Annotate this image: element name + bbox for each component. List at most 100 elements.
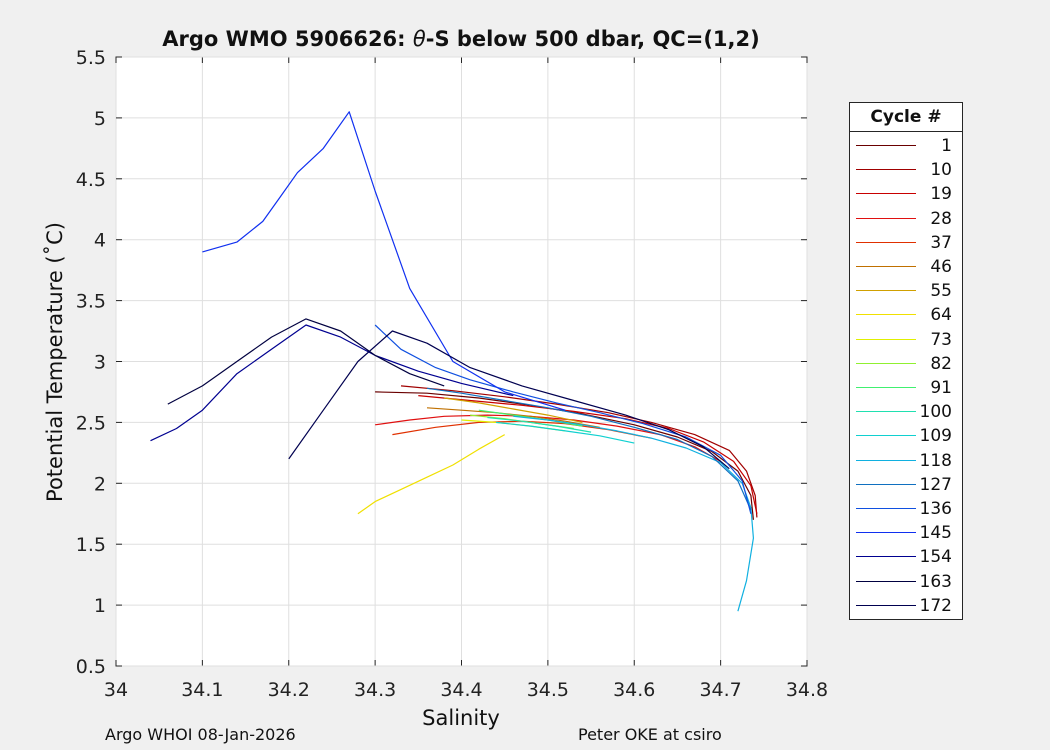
legend-swatch-line [856, 266, 916, 267]
legend-swatch-line [856, 217, 916, 219]
legend-label: 28 [930, 208, 952, 229]
legend-label: 19 [930, 184, 952, 205]
series-line-cycle-109 [495, 421, 635, 444]
legend-label: 82 [930, 353, 952, 374]
footer-left-credit: Argo WHOI 08-Jan-2026 [105, 725, 296, 744]
series-line-cycle-19 [418, 395, 758, 514]
legend-swatch-line [856, 556, 916, 558]
legend-label: 1 [941, 136, 952, 156]
legend-label: 37 [930, 232, 952, 253]
x-tick-label: 34.8 [786, 679, 828, 701]
legend-entry: 73 [850, 328, 962, 352]
legend-swatch-line [856, 193, 916, 195]
grid-lines [115, 56, 808, 667]
legend-label: 127 [919, 474, 952, 495]
legend-swatch-line [856, 387, 916, 388]
x-tick-label: 34.5 [527, 679, 569, 701]
legend-label: 64 [930, 305, 952, 326]
legend-entry: 109 [850, 424, 962, 448]
legend-label: 136 [919, 499, 952, 519]
legend-label: 163 [919, 571, 952, 592]
x-tick-label: 34.1 [181, 679, 223, 701]
series-line-cycle-100 [487, 416, 592, 433]
legend-title: Cycle # [850, 103, 962, 132]
series-line-cycle-172 [288, 330, 730, 470]
legend-swatch-line [856, 532, 916, 534]
y-tick-label: 4 [94, 230, 106, 252]
series-line-cycle-154 [150, 324, 514, 442]
legend-entry: 37 [850, 231, 962, 255]
legend-entry: 28 [850, 207, 962, 231]
title-theta-symbol: θ [413, 27, 426, 51]
legend-entry: 145 [850, 521, 962, 545]
legend-label: 10 [930, 160, 952, 181]
y-tick-label: 3.5 [76, 291, 106, 313]
x-tick-labels: 34 34.1 34.2 34.3 34.4 34.5 34.6 34.7 34.8 [104, 679, 828, 701]
legend-entry: 82 [850, 352, 962, 376]
series-line-cycle-10 [400, 385, 758, 518]
y-tick-label: 5 [94, 108, 106, 130]
legend-label: 172 [919, 595, 952, 616]
x-tick-label: 34.2 [268, 679, 310, 701]
legend-entry: 91 [850, 376, 962, 400]
legend-label: 73 [930, 329, 952, 350]
legend-swatch-line [856, 483, 916, 485]
y-tick-label: 0.5 [76, 656, 106, 678]
legend-entry: 100 [850, 400, 962, 424]
legend-label: 118 [919, 450, 952, 471]
legend-entry: 46 [850, 255, 962, 279]
legend-swatch-line [856, 145, 916, 146]
legend-entry: 118 [850, 449, 962, 473]
legend-entry: 136 [850, 497, 962, 521]
y-tick-label: 2 [94, 473, 106, 495]
series-line-cycle-118 [513, 415, 755, 612]
y-tick-labels: 0.5 1 1.5 2 2.5 3 3.5 4 4.5 5 5.5 [76, 47, 106, 678]
legend-swatch-line [856, 580, 916, 582]
legend-label: 145 [919, 523, 952, 544]
legend-entry: 64 [850, 303, 962, 327]
series-line-cycle-1 [375, 391, 754, 520]
series-line-cycle-28 [375, 414, 721, 462]
y-tick-label: 4.5 [76, 169, 106, 191]
x-tick-label: 34.7 [699, 679, 741, 701]
legend-entry: 163 [850, 570, 962, 594]
chart-title: Argo WMO 5906626: θ-S below 500 dbar, QC… [162, 27, 759, 51]
legend-label: 109 [919, 426, 952, 447]
data-series-group [150, 111, 758, 612]
legend-entry: 55 [850, 279, 962, 303]
legend-swatch-line [856, 314, 916, 316]
footer-right-credit: Peter OKE at csiro [578, 725, 722, 744]
title-suffix: -S below 500 dbar, QC=(1,2) [426, 27, 760, 51]
legend-swatch-line [856, 241, 916, 243]
legend-label: 100 [919, 402, 952, 423]
x-axis-label: Salinity [422, 706, 500, 730]
x-tick-label: 34.3 [354, 679, 396, 701]
legend-entry: 10 [850, 158, 962, 182]
legend-swatch-line [856, 459, 916, 461]
series-line-cycle-136 [374, 324, 752, 514]
legend-label: 46 [930, 257, 952, 277]
legend-entry: 19 [850, 182, 962, 206]
legend-entry: 127 [850, 473, 962, 497]
y-tick-label: 3 [94, 352, 106, 374]
legend-entry: 172 [850, 594, 962, 618]
legend-swatch-line [856, 411, 916, 413]
legend: Cycle # 1 10 19 28 37 46 55 64 73 82 91 100 109 118 12… [849, 102, 963, 620]
legend-label: 91 [930, 378, 952, 398]
legend-swatch-line [856, 508, 916, 509]
legend-swatch-line [856, 169, 916, 171]
series-line-cycle-55 [444, 397, 583, 423]
y-tick-label: 2.5 [76, 412, 106, 434]
legend-label: 55 [930, 281, 952, 302]
x-tick-label: 34 [104, 679, 128, 701]
y-tick-label: 5.5 [76, 47, 106, 69]
legend-swatch-line [856, 362, 916, 364]
legend-swatch-line [856, 604, 916, 606]
x-tick-label: 34.6 [613, 679, 655, 701]
legend-entry: 1 [850, 134, 962, 158]
y-tick-label: 1 [94, 595, 106, 617]
legend-swatch-line [856, 338, 916, 340]
legend-entry: 154 [850, 545, 962, 569]
legend-swatch-line [856, 435, 916, 437]
